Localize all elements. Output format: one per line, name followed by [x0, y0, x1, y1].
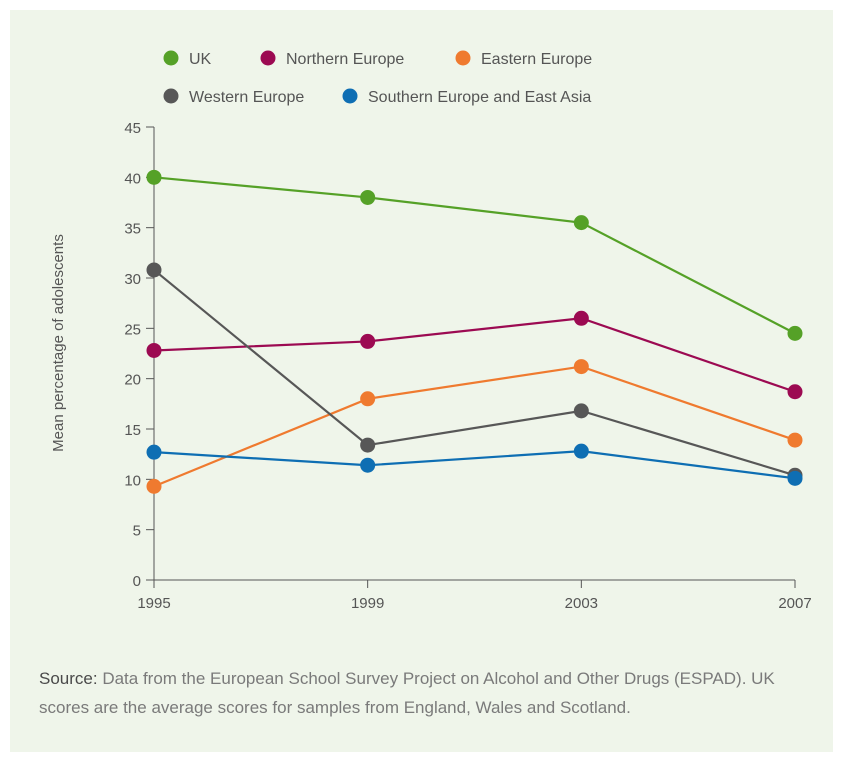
legend-marker [163, 88, 179, 104]
x-tick-label: 1995 [137, 595, 170, 612]
legend: UK Northern Europe Eastern Europe Western E… [163, 50, 592, 106]
legend-label: Southern Europe and East Asia [368, 89, 591, 106]
chart-panel [10, 10, 833, 752]
y-tick-label: 30 [124, 271, 141, 288]
legend-item: UK [163, 50, 212, 68]
y-axis-label: Mean percentage of adolescents [50, 234, 67, 452]
y-tick-label: 40 [124, 170, 141, 187]
data-point [573, 443, 589, 459]
data-point [573, 310, 589, 326]
data-point [360, 437, 376, 453]
data-point [146, 342, 162, 358]
y-tick-label: 35 [124, 221, 141, 238]
y-tick-label: 15 [124, 422, 141, 439]
data-point [360, 391, 376, 407]
series-line [153, 269, 796, 477]
data-point [787, 432, 803, 448]
legend-label: UK [189, 51, 212, 68]
legend-marker [342, 88, 358, 104]
source-text: Data from the European School Survey Pro… [39, 669, 775, 717]
legend-item: Northern Europe [260, 50, 404, 68]
data-point [146, 262, 162, 278]
x-tick-label: 2003 [565, 595, 598, 612]
axes: 0 5 10 15 20 25 30 35 40 45 1995 1999 2003 2007 [124, 120, 811, 612]
legend-marker [455, 50, 471, 66]
legend-label: Northern Europe [286, 51, 404, 68]
data-point [787, 384, 803, 400]
legend-item: Southern Europe and East Asia [342, 88, 591, 106]
data-point [573, 215, 589, 231]
y-tick-label: 0 [133, 573, 141, 590]
series-lines [153, 176, 796, 488]
y-tick-label: 10 [124, 472, 141, 489]
source-lead: Source: [39, 669, 98, 688]
source-note: Source: Data from the European School Su… [39, 664, 819, 722]
legend-item: Western Europe [163, 88, 304, 106]
data-point [360, 457, 376, 473]
legend-label: Eastern Europe [481, 51, 592, 68]
x-tick-label: 2007 [778, 595, 811, 612]
data-point [360, 333, 376, 349]
data-point [787, 470, 803, 486]
data-point [573, 403, 589, 419]
data-point [146, 169, 162, 185]
series-line [153, 365, 796, 488]
y-tick-label: 20 [124, 372, 141, 389]
x-tick-label: 1999 [351, 595, 384, 612]
series-line [153, 317, 796, 393]
data-point [360, 189, 376, 205]
series-line [153, 176, 796, 335]
y-tick-label: 25 [124, 321, 141, 338]
legend-item: Eastern Europe [455, 50, 592, 68]
line-chart: UK Northern Europe Eastern Europe Western E… [50, 50, 812, 612]
series-line [153, 450, 796, 480]
data-point [146, 478, 162, 494]
legend-label: Western Europe [189, 89, 304, 106]
legend-marker [163, 50, 179, 66]
data-point [787, 325, 803, 341]
series-points [146, 169, 803, 494]
y-tick-label: 45 [124, 120, 141, 137]
y-tick-label: 5 [133, 523, 141, 540]
data-point [573, 359, 589, 375]
legend-marker [260, 50, 276, 66]
data-point [146, 444, 162, 460]
